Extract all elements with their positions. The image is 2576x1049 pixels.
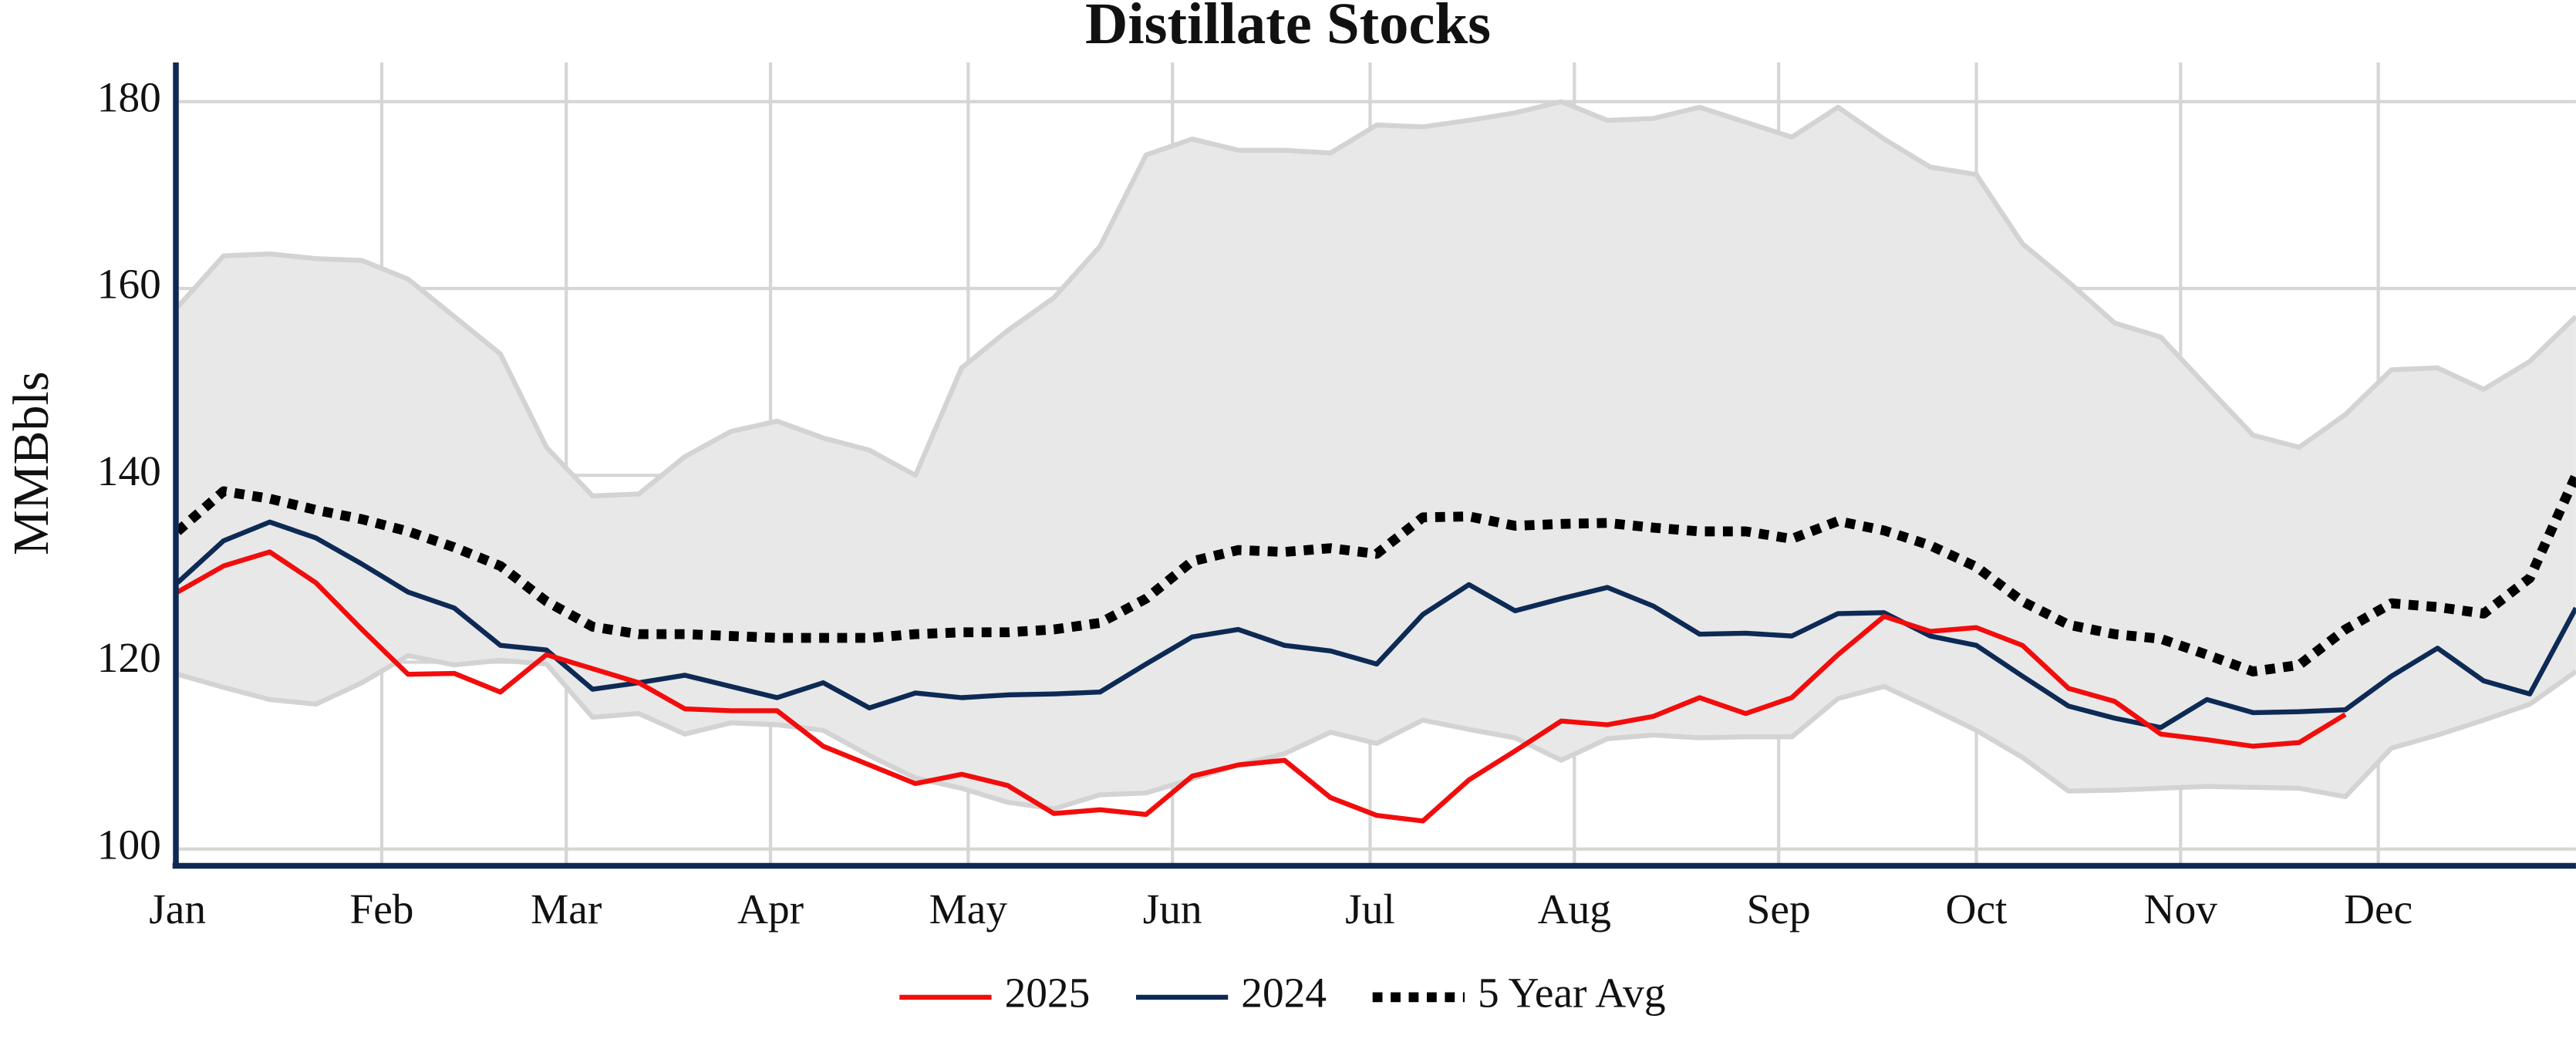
x-tick-label: Aug xyxy=(1538,885,1611,933)
x-tick-label: Feb xyxy=(349,885,413,933)
y-axis-label: MMBbls xyxy=(3,371,59,555)
y-tick-label: 180 xyxy=(97,74,161,121)
x-tick-label: Dec xyxy=(2344,885,2412,933)
x-tick-label: May xyxy=(929,885,1008,933)
legend: 2025 2024 5 Year Avg xyxy=(899,970,1666,1017)
legend-label: 5 Year Avg xyxy=(1478,970,1665,1017)
series-line xyxy=(176,549,2347,824)
series-line xyxy=(175,473,2576,676)
series-line xyxy=(175,519,2576,730)
x-tick-label: Jul xyxy=(1345,885,1395,933)
y-tick-label: 100 xyxy=(97,821,161,868)
axes: 100 120 140 160 180 Jan Feb Mar Apr May Jun Jul Aug S… xyxy=(97,62,2576,933)
legend-label: 2024 xyxy=(1241,970,1327,1017)
x-tick-label: Mar xyxy=(531,885,602,933)
x-tick-label: Jun xyxy=(1143,885,1202,933)
range-band xyxy=(177,101,2576,809)
range-edge xyxy=(177,653,2576,811)
y-tick-label: 120 xyxy=(97,634,161,681)
y-tick-label: 160 xyxy=(97,261,161,308)
x-tick-label: Sep xyxy=(1747,885,1811,933)
x-tick-label: Jan xyxy=(149,885,206,933)
x-tick-label: Apr xyxy=(737,885,804,933)
range-edge xyxy=(175,99,2576,499)
x-tick-label: Oct xyxy=(1945,885,2008,933)
legend-label: 2025 xyxy=(1005,970,1091,1017)
chart-title: Distillate Stocks xyxy=(1085,0,1491,56)
x-tick-label: Nov xyxy=(2144,885,2218,933)
plot-area xyxy=(175,99,2576,824)
y-tick-label: 140 xyxy=(97,447,161,494)
